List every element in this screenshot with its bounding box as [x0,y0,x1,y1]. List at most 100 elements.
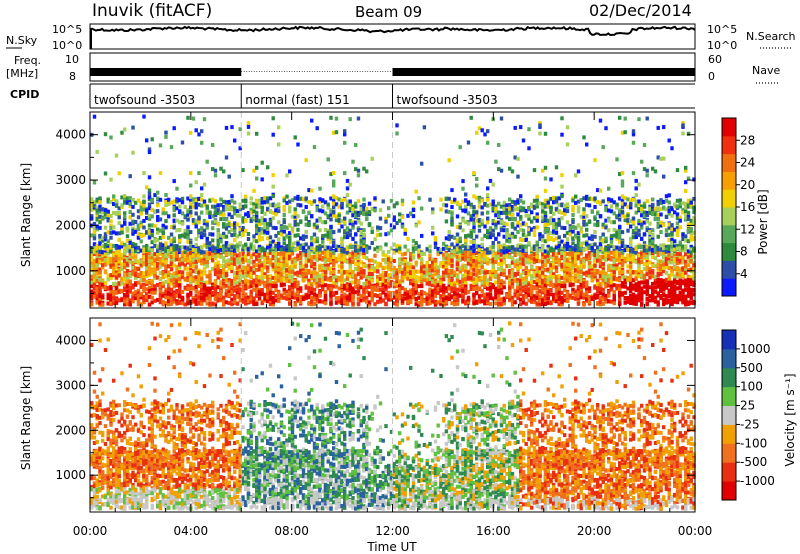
scatter-cell [439,301,443,306]
scatter-cell [227,301,231,306]
scatter-cell [282,291,286,296]
freq-label: Freq. [14,54,41,67]
scatter-cell [450,216,454,221]
scatter-cell [312,287,317,292]
scatter-cell [428,244,432,249]
cpid-label: CPID [10,88,39,101]
scatter-cell [180,258,185,263]
scatter-cell [167,302,171,307]
scatter-cell [238,298,242,303]
scatter-cell [246,237,251,241]
scatter-cell [439,207,443,212]
scatter-cell [354,232,358,237]
scatter-cell [244,258,248,263]
scatter-cell [455,295,460,300]
scatter-cell [117,259,121,264]
scatter-cell [442,297,446,302]
scatter-cell [354,244,358,249]
scatter-cell [147,147,152,152]
scatter-cell [189,183,193,188]
scatter-cell [183,232,187,237]
freq-dot [382,71,384,72]
scatter-cell [120,130,124,135]
scatter-cell [216,266,220,271]
scatter-cell [279,232,284,237]
scatter-cell [345,284,350,289]
scatter-cell [329,225,333,230]
scatter-cell [343,140,347,145]
freq-dot [344,71,346,72]
scatter-cell [219,239,223,244]
scatter-cell [277,142,281,147]
scatter-cell [120,288,124,293]
scatter-cell [312,232,317,237]
scatter-cell [312,297,317,302]
scatter-cell [315,299,319,304]
scatter-cell [263,284,267,288]
scatter-cell [257,232,262,237]
scatter-cell [131,244,135,249]
scatter-cell [362,296,366,301]
scatter-cell [191,250,196,255]
scatter-cell [186,252,190,257]
scatter-cell [381,265,385,270]
scatter-cell [205,286,209,291]
scatter-cell [315,294,319,299]
scatter-cell [480,275,484,280]
scatter-cell [469,214,473,219]
scatter-cell [475,195,479,200]
scatter-cell [334,202,339,207]
scatter-cell [120,195,124,200]
scatter-cell [323,245,328,250]
scatter-cell [453,235,457,240]
scatter-cell [191,204,196,209]
scatter-cell [123,216,127,221]
scatter-cell [450,269,454,273]
scatter-cell [334,256,339,261]
scatter-cell [472,287,476,291]
scatter-cell [310,283,314,288]
scatter-cell [222,169,226,174]
scatter-cell [238,274,242,279]
scatter-cell [194,205,198,210]
scatter-cell [282,198,286,203]
scatter-cell [194,255,198,260]
freq-dot [294,71,295,72]
scatter-cell [233,288,237,293]
scatter-cell [472,292,476,297]
scatter-cell [392,242,396,247]
freq-trace [90,68,695,76]
scatter-cell [142,171,146,175]
scatter-cell [466,301,471,306]
scatter-cell [178,300,182,305]
scatter-cell [211,143,215,147]
scatter-cell [343,197,347,202]
scatter-cell [373,253,377,258]
scatter-cell [241,198,245,203]
scatter-cell [95,286,99,291]
scatter-cell [362,208,366,213]
scatter-cell [274,293,278,298]
scatter-cell [161,293,165,298]
scatter-cell [373,269,377,273]
scatter-cell [178,248,182,253]
scatter-cell [257,275,262,280]
scatter-cell [222,302,226,307]
scatter-cell [362,289,366,294]
scatter-cell [186,278,190,283]
scatter-cell [235,209,240,213]
scatter-cell [334,248,339,253]
scatter-cell [310,296,314,300]
scatter-cell [475,234,479,239]
scatter-cell [202,283,207,288]
scatter-cell [282,259,286,264]
scatter-cell [387,259,391,264]
cpid-segments: twofsound -3503 normal (fast) 151 twofsoun… [89,84,498,108]
scatter-cell [431,210,435,215]
scatter-cell [153,273,157,278]
scatter-cell [453,273,457,278]
scatter-cell [134,220,138,224]
scatter-cell [461,179,465,184]
scatter-cell [392,268,396,273]
scatter-cell [389,198,394,203]
